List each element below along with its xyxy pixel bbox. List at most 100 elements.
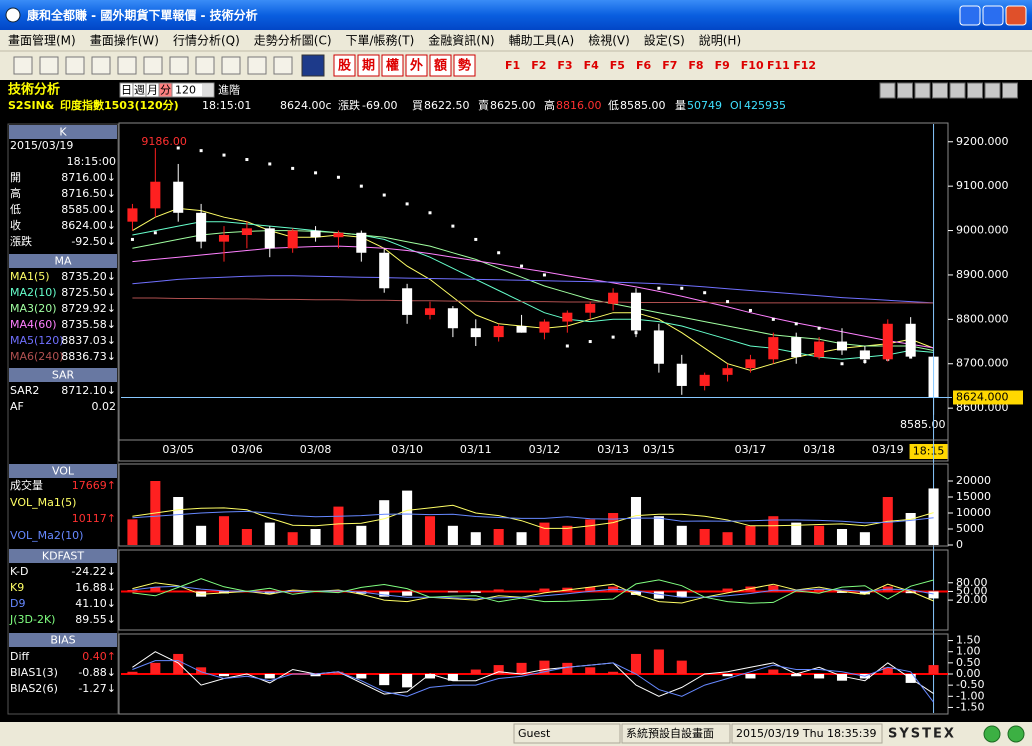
sar-dot: [726, 300, 730, 304]
y-tick-label: 15000: [956, 490, 991, 503]
toolbar-icon[interactable]: [247, 56, 267, 75]
indicator-bar: [745, 674, 756, 679]
toolbar-icon[interactable]: [301, 54, 325, 77]
period-label[interactable]: 日: [121, 84, 132, 97]
market-button[interactable]: [333, 54, 356, 77]
menu-item[interactable]: 行情分析(Q): [173, 34, 240, 48]
sar-dot: [314, 171, 318, 175]
toolbar-icon[interactable]: [169, 56, 189, 75]
toolbar-icon[interactable]: [273, 56, 293, 75]
function-key[interactable]: F6: [636, 59, 652, 72]
count-value[interactable]: 120: [175, 84, 196, 97]
menu-item[interactable]: 畫面管理(M): [8, 33, 76, 48]
last-price-box: [953, 390, 1023, 405]
panel-value: 89.55↓: [75, 613, 116, 626]
chart-tool-button[interactable]: [932, 82, 948, 99]
period-label[interactable]: 分: [160, 84, 171, 97]
toolbar-icon[interactable]: [39, 56, 59, 75]
market-button[interactable]: [357, 54, 380, 77]
function-key[interactable]: F12: [793, 59, 816, 72]
market-button[interactable]: [429, 54, 452, 77]
indicator-bar: [264, 674, 275, 679]
market-button[interactable]: [453, 54, 476, 77]
panel-value: 18:15:00: [67, 155, 116, 168]
market-button-label[interactable]: 股: [338, 59, 351, 74]
candle-body: [150, 181, 161, 209]
chart-tool-button[interactable]: [897, 82, 913, 99]
maximize-button[interactable]: [982, 5, 1004, 26]
period-label[interactable]: 週: [134, 84, 145, 97]
function-key[interactable]: F11: [767, 59, 790, 72]
market-button-label[interactable]: 外: [409, 58, 423, 74]
panel-value: 8735.20↓: [61, 270, 116, 283]
chart-tool-button[interactable]: [967, 82, 983, 99]
menu-item[interactable]: 走勢分析圖(C): [254, 33, 332, 48]
panel-header: [9, 254, 117, 268]
indicator-bar: [814, 674, 825, 679]
function-key[interactable]: F3: [557, 59, 572, 72]
toolbar-icon[interactable]: [143, 56, 163, 75]
menu-item[interactable]: 輔助工具(A): [509, 34, 575, 48]
menu-item[interactable]: 畫面操作(W): [90, 33, 159, 48]
volume-bar: [585, 519, 596, 545]
panel-label: K-D: [10, 565, 29, 578]
advanced-button[interactable]: 進階: [218, 83, 240, 97]
close-button[interactable]: [1005, 5, 1027, 26]
menu-item[interactable]: 說明(H): [699, 33, 741, 48]
toolbar-icon[interactable]: [13, 56, 33, 75]
y-tick-label: 1.00: [956, 645, 981, 658]
period-label[interactable]: 月: [147, 84, 158, 97]
market-button-label[interactable]: 勢: [458, 58, 471, 74]
y-tick-label: 9100.000: [956, 179, 1009, 192]
panel-value: 0.02: [92, 400, 117, 413]
volume-bar: [356, 525, 367, 545]
function-key[interactable]: F9: [715, 59, 730, 72]
function-key[interactable]: F7: [662, 59, 677, 72]
combo-arrow[interactable]: [202, 84, 213, 96]
toolbar-icon[interactable]: [195, 56, 215, 75]
toolbar-icon[interactable]: [65, 56, 85, 75]
toolbar-icon[interactable]: [117, 56, 137, 75]
indicator-line: [132, 504, 934, 529]
chart-tool-button[interactable]: [914, 82, 931, 99]
panel-label: MA5(120): [10, 334, 64, 347]
menu-item[interactable]: 下單/帳務(T): [346, 34, 415, 48]
panel-header-label: KDFAST: [42, 550, 85, 563]
chart-tool-button[interactable]: [1002, 82, 1018, 99]
volume-bar: [470, 532, 481, 545]
market-button[interactable]: [405, 54, 428, 77]
candle-body: [882, 323, 893, 360]
candle-body: [722, 368, 733, 375]
chart-tool-button[interactable]: [949, 82, 966, 99]
panel-label: VOL_Ma1(5): [10, 496, 76, 509]
status-layout: 系統預設自設畫面: [626, 726, 714, 740]
panel-label: VOL_Ma2(10): [10, 529, 83, 542]
chart-tool-button[interactable]: [879, 82, 896, 99]
menu-item[interactable]: 金融資訊(N): [428, 33, 494, 48]
y-tick-label: 1.50: [956, 634, 981, 647]
indicator-bar: [585, 587, 596, 592]
sar-dot: [291, 166, 295, 170]
minimize-button[interactable]: [959, 5, 981, 26]
volume-bar: [699, 529, 710, 545]
market-button-label[interactable]: 期: [362, 59, 375, 74]
indicator-bar: [379, 674, 390, 686]
panel-value: 41.10↓: [75, 597, 116, 610]
function-key[interactable]: F10: [741, 59, 764, 72]
sar-dot: [428, 211, 432, 215]
function-key[interactable]: F1: [505, 59, 520, 72]
toolbar-icon[interactable]: [221, 56, 241, 75]
market-button[interactable]: [381, 54, 404, 77]
function-key[interactable]: F2: [531, 59, 546, 72]
menu-item[interactable]: 設定(S): [644, 33, 685, 48]
function-key[interactable]: F4: [584, 59, 600, 72]
menu-item[interactable]: 檢視(V): [588, 33, 630, 48]
chart-tool-button[interactable]: [984, 82, 1001, 99]
function-key[interactable]: F5: [610, 59, 625, 72]
toolbar-icon[interactable]: [91, 56, 111, 75]
sar-dot: [336, 175, 340, 179]
function-key[interactable]: F8: [688, 59, 703, 72]
candle-body: [699, 374, 710, 386]
market-button-label[interactable]: 額: [433, 58, 447, 74]
market-button-label[interactable]: 權: [386, 58, 399, 74]
